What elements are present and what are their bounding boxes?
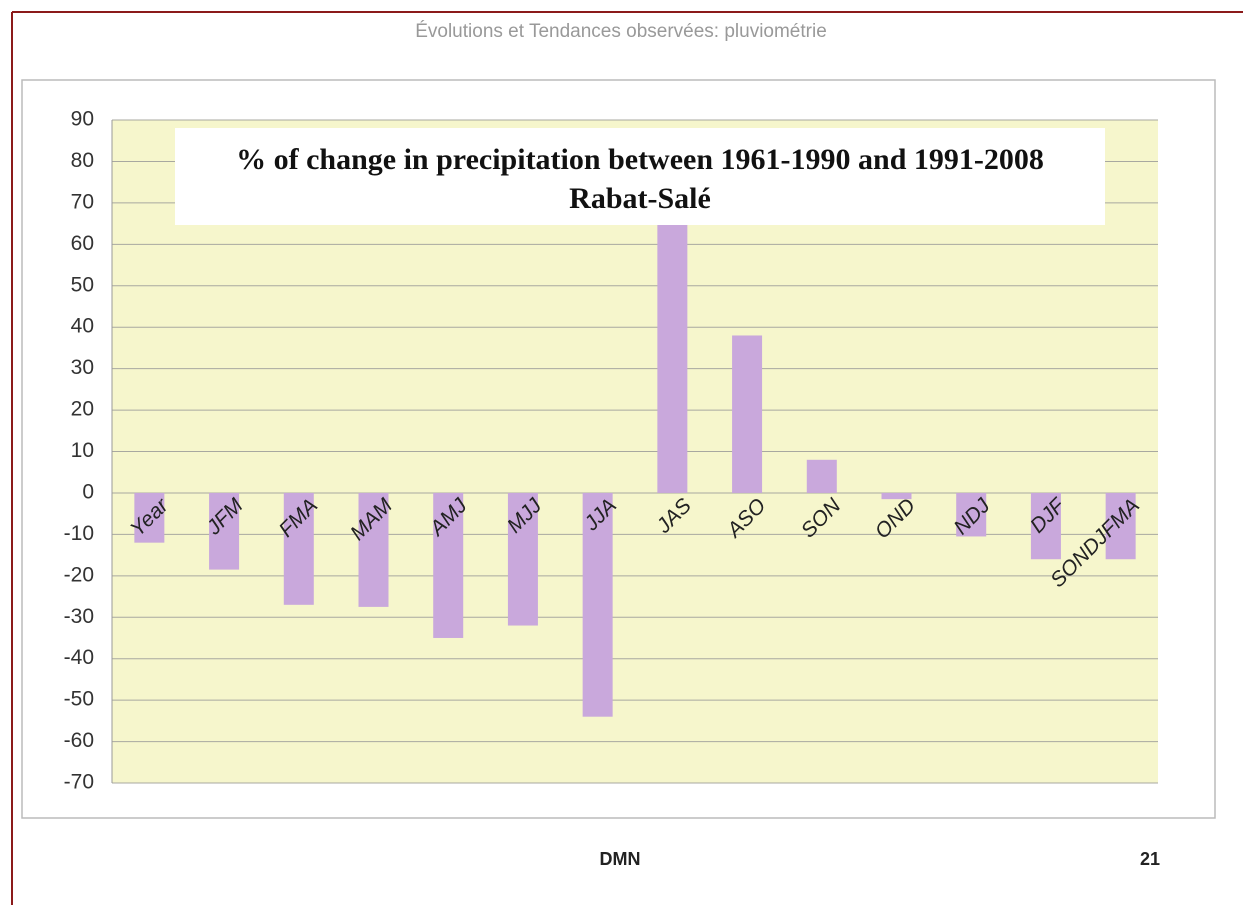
bar bbox=[956, 492, 987, 537]
y-tick-label: -50 bbox=[64, 688, 94, 711]
bar bbox=[358, 492, 389, 607]
marks bbox=[134, 223, 1136, 717]
y-tick-label: 30 bbox=[71, 356, 94, 379]
bar bbox=[209, 492, 240, 570]
y-tick-label: 0 bbox=[82, 480, 94, 503]
y-tick-label: -20 bbox=[64, 563, 94, 586]
bar bbox=[507, 492, 538, 626]
chart-subtitle: Rabat-Salé bbox=[569, 182, 711, 215]
y-tick-label: -40 bbox=[64, 646, 94, 669]
y-tick-label: -10 bbox=[64, 522, 94, 545]
y-tick-label: 60 bbox=[71, 232, 94, 255]
y-tick-label: 70 bbox=[71, 190, 94, 213]
y-tick-label: 90 bbox=[71, 108, 94, 131]
page-number: 21 bbox=[1140, 849, 1160, 869]
footer-source: DMN bbox=[600, 849, 641, 869]
bar bbox=[657, 223, 688, 493]
y-tick-label: -30 bbox=[64, 605, 94, 628]
slide-header: Évolutions et Tendances observées: pluvi… bbox=[415, 21, 827, 42]
bar bbox=[732, 335, 763, 493]
bar bbox=[433, 492, 464, 638]
y-tick-label: 20 bbox=[71, 398, 94, 421]
bar bbox=[582, 492, 613, 717]
title-box bbox=[175, 128, 1105, 225]
y-tick-label: -70 bbox=[64, 771, 94, 794]
bar bbox=[1105, 492, 1136, 560]
chart-title: % of change in precipitation between 196… bbox=[236, 143, 1044, 176]
y-tick-label: -60 bbox=[64, 729, 94, 752]
bar bbox=[134, 492, 165, 543]
bar bbox=[806, 459, 837, 493]
y-tick-label: 80 bbox=[71, 149, 94, 172]
bar bbox=[1030, 492, 1061, 560]
bar bbox=[881, 492, 912, 500]
bar bbox=[283, 492, 314, 605]
y-tick-label: 40 bbox=[71, 315, 94, 338]
y-tick-label: 50 bbox=[71, 273, 94, 296]
y-tick-label: 10 bbox=[71, 439, 94, 462]
